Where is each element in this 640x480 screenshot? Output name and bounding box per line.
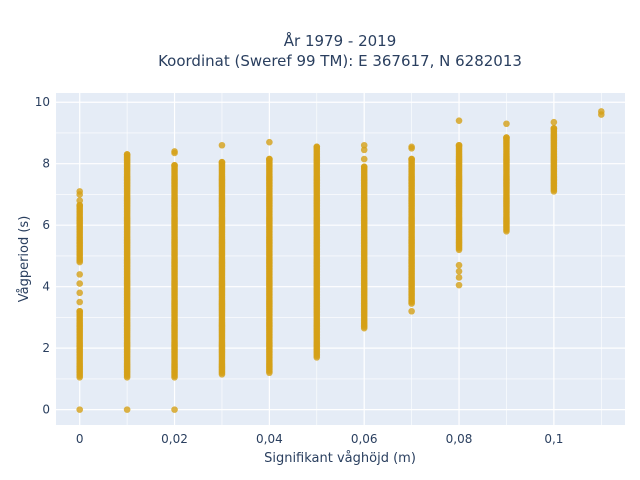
x-tick-label: 0,08: [446, 432, 473, 446]
data-point: [360, 163, 368, 171]
data-point: [360, 155, 368, 163]
x-axis-title: Signifikant våghöjd (m): [264, 451, 416, 466]
plot-background: [56, 93, 625, 425]
chart-title: År 1979 - 2019: [284, 31, 397, 50]
y-tick-label: 4: [42, 280, 50, 294]
data-point: [503, 134, 510, 141]
data-point: [76, 201, 84, 209]
ticks-layer: 0 0,02 0,04 0,06 0,08 0,1 0 2 4 6 8 10: [35, 95, 564, 446]
data-point: [503, 120, 510, 128]
data-point: [218, 158, 226, 166]
x-tick-label: 0,1: [544, 432, 563, 446]
data-point: [455, 261, 463, 269]
data-point: [408, 307, 415, 315]
data-point: [408, 155, 415, 163]
data-point: [76, 188, 84, 195]
data-point: [171, 161, 178, 169]
data-point: [171, 148, 178, 155]
data-point: [76, 406, 84, 413]
data-point: [76, 289, 84, 297]
data-point: [455, 274, 463, 281]
data-point: [123, 406, 131, 413]
data-point: [597, 108, 605, 115]
data-point: [123, 151, 131, 158]
data-point: [408, 143, 415, 151]
data-point: [76, 280, 84, 287]
data-point: [455, 117, 463, 124]
data-point: [76, 197, 84, 204]
data-point: [76, 307, 84, 315]
data-point: [76, 271, 84, 278]
y-tick-label: 0: [42, 403, 50, 417]
data-point: [313, 143, 321, 151]
data-point: [76, 298, 84, 306]
y-tick-label: 6: [42, 218, 50, 232]
data-point: [455, 281, 463, 289]
data-point: [266, 155, 273, 163]
data-point: [550, 125, 558, 132]
points-layer: [76, 108, 605, 413]
data-point: [455, 141, 463, 149]
x-tick-label: 0,04: [256, 432, 283, 446]
y-tick-label: 10: [35, 95, 50, 109]
data-point: [455, 267, 463, 275]
data-point: [550, 118, 558, 126]
x-tick-label: 0,02: [161, 432, 188, 446]
y-tick-label: 8: [42, 157, 50, 171]
chart-subtitle: Koordinat (Sweref 99 TM): E 367617, N 62…: [158, 52, 522, 70]
data-point: [360, 141, 368, 149]
y-axis-title: Vågperiod (s): [17, 216, 32, 303]
x-tick-label: 0,06: [351, 432, 378, 446]
x-tick-label: 0: [76, 432, 84, 446]
data-point: [171, 406, 178, 413]
data-point: [266, 138, 273, 146]
data-point: [218, 141, 226, 149]
y-tick-label: 2: [42, 341, 50, 355]
data-point: [360, 146, 368, 154]
